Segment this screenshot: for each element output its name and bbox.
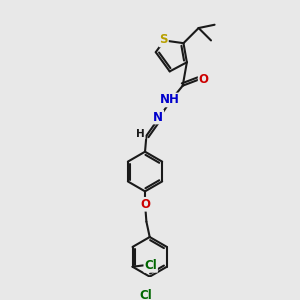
Text: Cl: Cl	[139, 289, 152, 300]
Text: H: H	[136, 129, 145, 139]
Text: S: S	[160, 33, 168, 46]
Text: O: O	[199, 73, 208, 86]
Text: O: O	[140, 198, 150, 211]
Text: NH: NH	[160, 94, 180, 106]
Text: Cl: Cl	[144, 259, 157, 272]
Text: N: N	[153, 110, 163, 124]
